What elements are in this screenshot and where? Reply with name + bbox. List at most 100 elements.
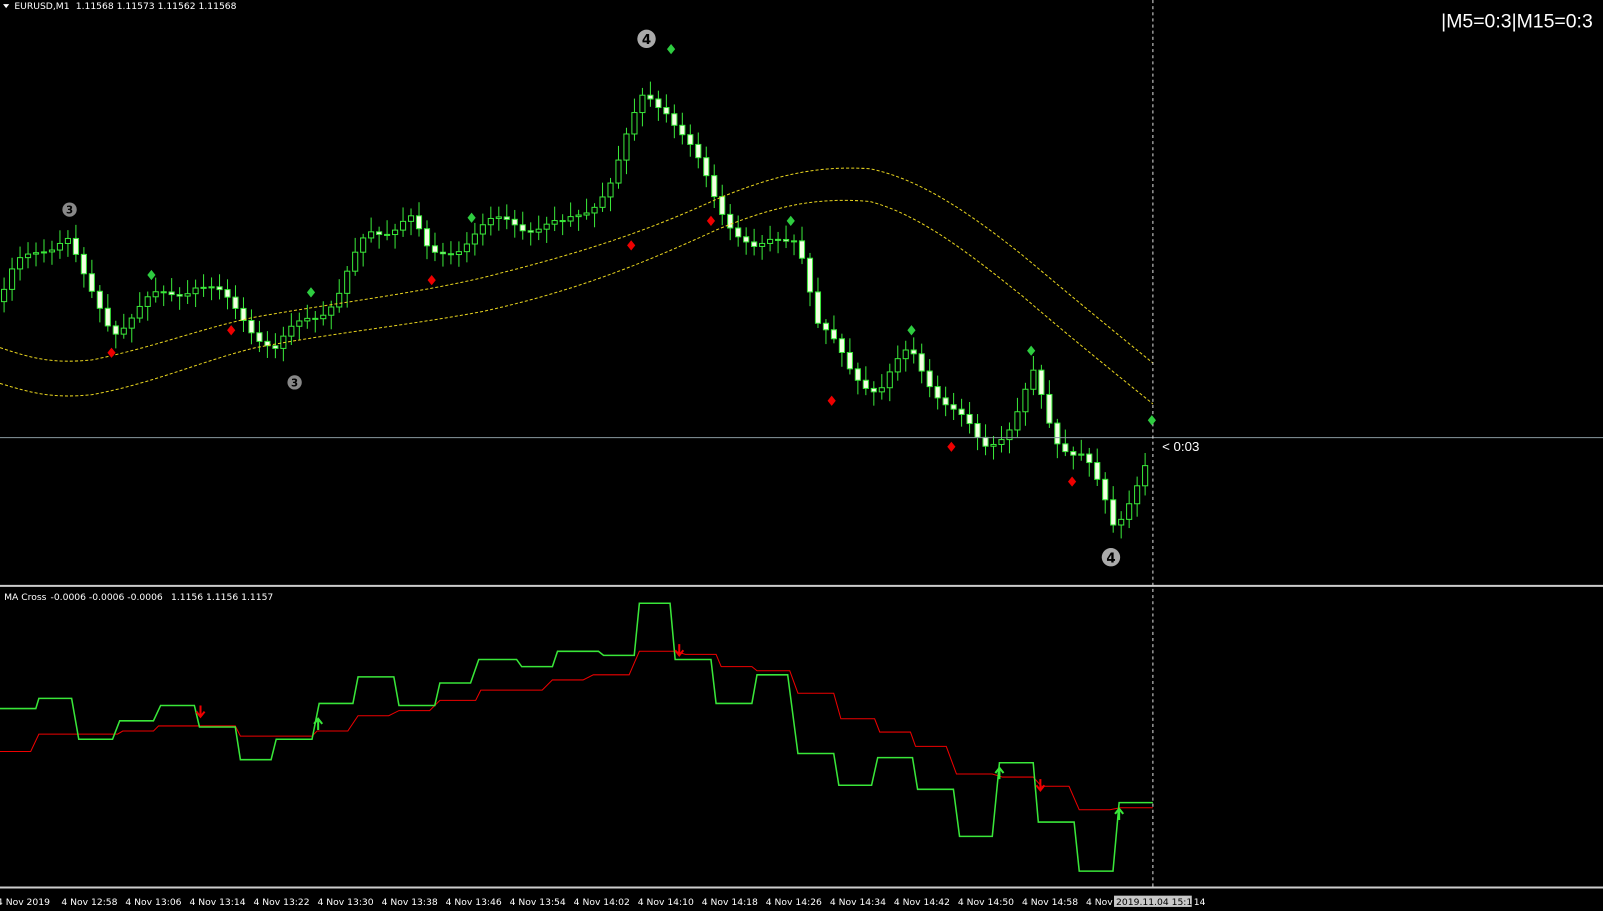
- down-arrow: [195, 705, 206, 719]
- bear-candle: [814, 291, 822, 324]
- time-label: 4 Nov 14:18: [702, 897, 758, 908]
- sell-diamond: [947, 441, 956, 452]
- bull-candle: [184, 293, 191, 297]
- bull-candle: [56, 242, 64, 251]
- time-label: 4 Nov 13:06: [125, 897, 181, 908]
- time-label: 4 Nov 13:30: [318, 897, 374, 908]
- bull-candle: [392, 229, 399, 236]
- bull-candle: [990, 443, 997, 447]
- bear-candle: [224, 289, 231, 298]
- menu-triangle[interactable]: [3, 4, 10, 9]
- bull-candle: [1030, 369, 1037, 390]
- bear-candle: [1046, 393, 1053, 424]
- time-axis: 4 Nov 2019 4 Nov 12:58 4 Nov 13:06 4 Nov 13…: [0, 897, 1113, 908]
- bull-candle: [128, 317, 135, 329]
- sell-diamond: [1067, 476, 1077, 487]
- buy-diamond: [907, 325, 916, 336]
- buy-diamond: [666, 43, 676, 55]
- bull-candle: [543, 223, 550, 230]
- cursor-time-box: [1114, 895, 1192, 907]
- bull-candle: [575, 214, 582, 218]
- bull-candle: [591, 206, 598, 214]
- bear-candle: [1094, 462, 1101, 480]
- sell-signals: [107, 215, 1077, 487]
- bear-candle: [160, 291, 167, 294]
- down-arrow: [674, 644, 685, 658]
- bear-candle: [384, 233, 391, 236]
- bear-candle: [256, 332, 263, 342]
- bear-candle: [503, 216, 510, 220]
- wave-circle: [287, 375, 302, 390]
- bear-candle: [1110, 499, 1117, 526]
- bull-candle: [120, 327, 127, 335]
- down-arrow: [1035, 779, 1046, 792]
- bull-candle: [583, 212, 590, 216]
- bull-candle: [32, 252, 40, 255]
- bear-candle: [248, 319, 255, 334]
- bull-candle: [1006, 429, 1013, 441]
- bear-candle: [415, 215, 423, 230]
- bull-candle: [1078, 453, 1085, 456]
- bull-candle: [607, 182, 614, 198]
- bull-candle: [368, 231, 375, 239]
- bull-candle: [152, 291, 159, 298]
- bull-candle: [463, 243, 470, 253]
- bear-candle: [447, 253, 454, 256]
- wave-circle: [1101, 548, 1121, 567]
- bull-candle: [200, 286, 207, 289]
- bull-candle: [16, 257, 24, 270]
- bear-candle: [806, 257, 814, 293]
- bear-candle: [822, 322, 830, 331]
- time-label: 4 Nov 14:50: [958, 897, 1014, 908]
- bull-candle: [344, 270, 351, 294]
- bear-candle: [775, 238, 782, 241]
- bull-candle: [399, 220, 407, 231]
- bear-candle: [232, 296, 239, 309]
- bear-candle: [96, 290, 103, 309]
- bear-candle: [830, 329, 837, 340]
- bull-candle: [192, 287, 199, 295]
- bear-candle: [423, 228, 431, 247]
- bear-candle: [870, 387, 877, 393]
- indicator-levels: 1.1156 1.1156 1.1157: [171, 592, 273, 603]
- bull-candle: [352, 251, 359, 272]
- sell-diamond: [706, 215, 716, 226]
- bear-candle: [1086, 453, 1093, 464]
- bear-candle: [376, 231, 383, 235]
- buy-diamond: [786, 215, 795, 226]
- sell-diamond: [227, 325, 236, 336]
- wave-label: 3: [66, 206, 73, 217]
- time-label: 4 Nov 13:22: [253, 897, 309, 908]
- bull-candle: [136, 305, 143, 319]
- bear-candle: [527, 230, 534, 233]
- time-label: 4 Nov 13:38: [382, 897, 438, 908]
- bear-candle: [846, 351, 853, 370]
- bull-candle: [487, 217, 494, 226]
- sell-diamond: [827, 395, 836, 406]
- sell-diamond: [427, 275, 436, 286]
- bear-candle: [176, 294, 183, 297]
- bull-candle: [360, 237, 367, 253]
- bull-candle: [407, 215, 415, 222]
- time-label: 4 Nov 14:26: [766, 897, 822, 908]
- time-label: 4 Nov 14:34: [830, 897, 886, 908]
- bear-candle: [1070, 451, 1077, 456]
- bear-candle: [80, 253, 87, 275]
- bear-candle: [431, 245, 439, 253]
- symbol-label: EURUSD,M1 1.11568 1.11573 1.11562 1.11568: [14, 1, 236, 12]
- bear-candle: [966, 413, 973, 425]
- bull-candle: [567, 216, 574, 222]
- bear-candle: [439, 251, 447, 255]
- bull-candle: [1126, 503, 1133, 520]
- wave-label: 4: [1106, 551, 1115, 566]
- bull-candle: [767, 238, 774, 244]
- bear-candle: [910, 349, 917, 355]
- bear-candle: [918, 353, 925, 372]
- bear-candle: [735, 227, 742, 238]
- bull-candle: [495, 216, 502, 219]
- bull-candle: [1014, 411, 1021, 431]
- bear-candle: [838, 338, 845, 354]
- bear-candle: [312, 317, 319, 320]
- bear-candle: [1054, 422, 1061, 445]
